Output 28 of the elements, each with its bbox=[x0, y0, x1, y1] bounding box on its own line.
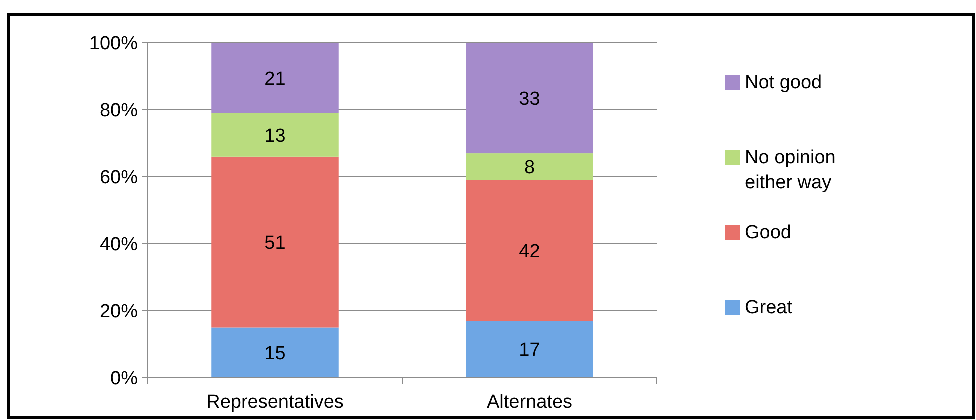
y-tick-label: 0% bbox=[110, 368, 138, 390]
data-label: 8 bbox=[524, 158, 536, 179]
data-label: 42 bbox=[519, 241, 540, 262]
y-tick-label: 80% bbox=[100, 100, 138, 122]
bar bbox=[212, 156, 339, 328]
data-label: 21 bbox=[264, 68, 286, 90]
bar bbox=[466, 43, 594, 154]
data-label: 51 bbox=[264, 232, 286, 254]
data-label: 15 bbox=[264, 344, 286, 365]
y-tick-label: 40% bbox=[100, 234, 138, 256]
y-tick-label: 60% bbox=[100, 168, 138, 189]
bar bbox=[466, 180, 594, 322]
x-tick-label: Representatives bbox=[206, 392, 344, 413]
y-tick-label: 100% bbox=[89, 34, 138, 55]
bar bbox=[212, 328, 339, 378]
data-label: 33 bbox=[519, 88, 540, 110]
bar bbox=[466, 321, 594, 378]
bar bbox=[212, 43, 339, 114]
bar bbox=[466, 154, 594, 180]
data-label: 17 bbox=[519, 340, 540, 362]
bar bbox=[212, 113, 339, 157]
legend-label: Good bbox=[745, 222, 792, 244]
legend-label: Great bbox=[745, 298, 794, 319]
legend-label: No opinion either way bbox=[745, 148, 836, 194]
x-tick-label: Alternates bbox=[486, 392, 573, 413]
y-tick-label: 20% bbox=[100, 302, 138, 323]
legend-label: Not good bbox=[745, 72, 822, 94]
data-label: 13 bbox=[264, 126, 286, 147]
